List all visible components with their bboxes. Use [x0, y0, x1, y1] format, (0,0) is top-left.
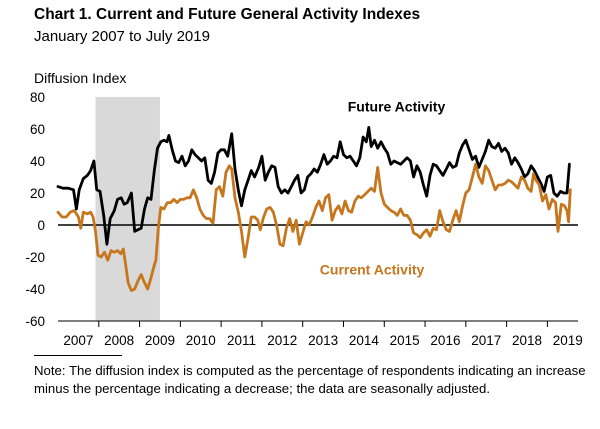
y-axis-title: Diffusion Index — [34, 70, 127, 86]
chart-subtitle: January 2007 to July 2019 — [34, 28, 210, 45]
x-tick-label: 2011 — [227, 333, 256, 348]
x-tick-label: 2017 — [471, 333, 501, 348]
x-tick-label: 2009 — [145, 333, 175, 348]
recession-shading — [95, 97, 160, 321]
y-tick-label: 0 — [37, 218, 45, 233]
x-tick-label: 2019 — [553, 333, 583, 348]
y-tick-label: -60 — [25, 314, 45, 329]
y-tick-label: 40 — [30, 154, 45, 169]
y-tick-label: 80 — [30, 90, 45, 105]
x-tick-label: 2007 — [63, 333, 93, 348]
note-divider — [34, 355, 122, 356]
x-tick-label: 2014 — [349, 333, 380, 348]
x-tick-label: 2015 — [390, 333, 420, 348]
series-label-current-activity: Current Activity — [320, 262, 425, 278]
y-tick-label: -40 — [25, 282, 45, 297]
y-tick-label: 20 — [30, 186, 45, 201]
x-tick-label: 2008 — [104, 333, 134, 348]
x-tick-label: 2016 — [430, 333, 460, 348]
chart-note: Note: The diffusion index is computed as… — [34, 363, 586, 396]
x-tick-label: 2013 — [308, 333, 338, 348]
series-line-future-activity — [56, 126, 571, 246]
series-label-future-activity: Future Activity — [348, 98, 446, 114]
x-tick-label: 2010 — [186, 333, 216, 348]
y-tick-label: -20 — [25, 250, 45, 265]
x-tick-label: 2018 — [512, 333, 542, 348]
y-tick-label: 60 — [30, 122, 45, 137]
chart-title: Chart 1. Current and Future General Acti… — [34, 6, 421, 23]
series-line-current-activity — [56, 162, 572, 292]
x-tick-label: 2012 — [267, 333, 297, 348]
